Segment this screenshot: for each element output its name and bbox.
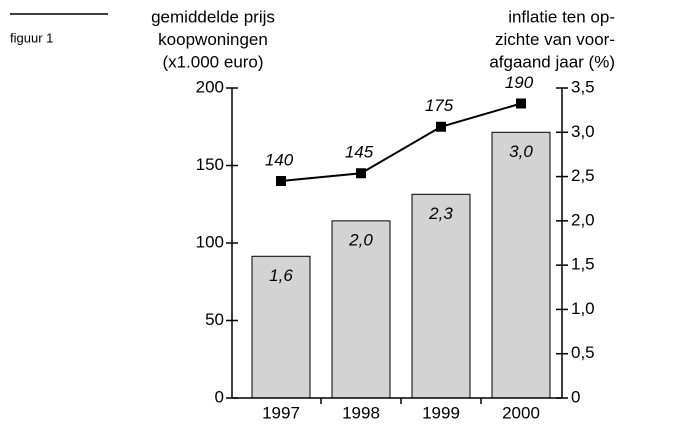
bar-value-label: 2,0	[348, 230, 373, 249]
line-value-label: 140	[265, 150, 294, 169]
y-tick-label: 200	[196, 77, 224, 96]
y2-tick-label: 0	[571, 387, 580, 406]
y-axis-label: gemiddelde prijs	[151, 7, 275, 26]
y-axis-label: koopwoningen	[158, 30, 268, 49]
y2-tick-label: 3,5	[571, 77, 595, 96]
x-tick-label: 1998	[342, 403, 380, 422]
line-value-label: 145	[345, 143, 374, 162]
line-marker	[516, 98, 526, 109]
bar	[491, 131, 551, 399]
y-tick-label: 0	[215, 387, 224, 406]
bar	[411, 193, 471, 399]
bar-value-label: 2,3	[428, 204, 453, 223]
y2-axis-label: zichte van voor-	[495, 30, 615, 49]
line-marker	[356, 168, 366, 179]
x-tick-label: 2000	[502, 403, 540, 422]
y2-axis-label: inflatie ten op-	[508, 7, 615, 26]
y2-tick-label: 2,5	[571, 166, 595, 185]
bar	[331, 220, 391, 399]
x-tick-label: 1999	[422, 403, 460, 422]
y2-tick-label: 2,0	[571, 210, 595, 229]
y-tick-label: 150	[196, 155, 224, 174]
y-axis-label: (x1.000 euro)	[162, 52, 263, 71]
line-marker	[276, 176, 286, 186]
y-tick-label: 50	[205, 310, 224, 329]
y2-tick-label: 1,0	[571, 299, 595, 318]
bar-value-label: 1,6	[269, 266, 293, 285]
y2-tick-label: 0,5	[571, 343, 595, 362]
y2-axis-label: afgaand jaar (%)	[489, 52, 615, 71]
y2-tick-label: 3,0	[571, 122, 595, 141]
line-value-label: 175	[425, 96, 454, 115]
line	[280, 102, 522, 182]
figure-label: figuur 1	[10, 30, 53, 45]
y-tick-label: 100	[196, 232, 224, 251]
x-tick-label: 1997	[262, 403, 300, 422]
line-value-label: 190	[505, 73, 534, 92]
y2-tick-label: 1,5	[571, 255, 595, 274]
bar-value-label: 3,0	[509, 142, 533, 161]
line-marker	[436, 121, 446, 132]
